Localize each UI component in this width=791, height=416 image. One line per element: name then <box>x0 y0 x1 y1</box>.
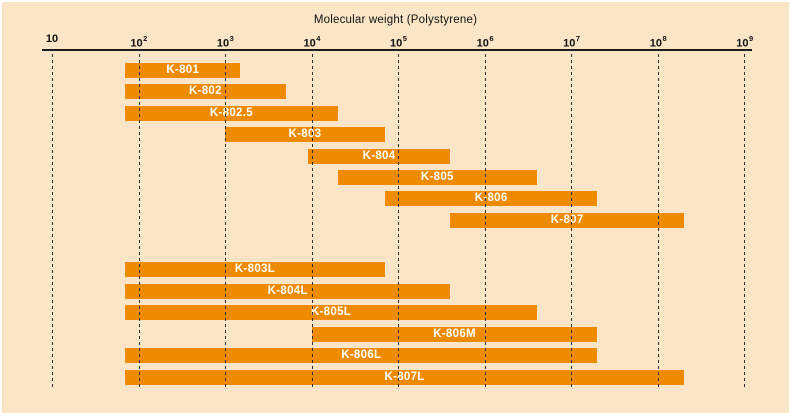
tick-label-10e3: 103 <box>216 34 234 50</box>
gridline-10e9 <box>744 54 746 388</box>
bar-label: K-804L <box>267 284 308 297</box>
bar-label: K-806L <box>341 349 382 361</box>
tick-label-10e5: 105 <box>390 34 407 50</box>
bar-label: K-804 <box>362 149 396 162</box>
bar-label: K-801 <box>166 64 200 76</box>
tick-label-10e2: 102 <box>130 34 148 50</box>
bar-label: K-802.5 <box>209 106 253 119</box>
bar-label: K-806 <box>474 192 508 205</box>
tick-label-10e1: 10 <box>45 33 59 45</box>
tick-label-10e6: 106 <box>476 34 494 50</box>
x-axis-line <box>42 49 752 51</box>
bar-label: K-807L <box>384 370 425 383</box>
tick-label-10e9: 109 <box>736 34 754 50</box>
gridline-10e5 <box>398 54 400 388</box>
tick-label-10e4: 104 <box>303 34 321 50</box>
range-bar-K-807L: K-807L <box>125 369 684 385</box>
bar-label: K-803 <box>288 128 322 141</box>
gridline-10e6 <box>484 54 486 388</box>
range-bar-K-803: K-803 <box>225 127 385 143</box>
chart-title: Molecular weight (Polystyrene) <box>313 14 478 26</box>
range-bar-K-806M: K-806M <box>311 326 598 342</box>
range-bar-K-804L: K-804L <box>125 283 451 299</box>
range-bar-K-806L: K-806L <box>125 348 598 363</box>
range-bar-K-801: K-801 <box>125 63 241 78</box>
gridline-10e1 <box>52 54 53 388</box>
range-bar-K-802: K-802 <box>125 84 286 100</box>
gridline-10e4 <box>311 54 313 388</box>
range-bar-K-803L: K-803L <box>125 262 385 277</box>
bar-label: K-806M <box>433 327 476 340</box>
bar-label: K-807 <box>550 213 584 226</box>
bar-label: K-802 <box>188 85 222 98</box>
range-bar-K-806: K-806 <box>384 191 598 207</box>
bar-label: K-803L <box>234 263 276 275</box>
gridline-10e2 <box>138 54 140 388</box>
bar-label: K-805 <box>420 171 454 183</box>
range-bar-K-805L: K-805L <box>125 305 537 320</box>
gridline-10e3 <box>225 54 227 388</box>
gridline-10e8 <box>657 54 659 388</box>
range-bar-K-804: K-804 <box>307 148 451 164</box>
range-bar-K-807: K-807 <box>450 212 684 228</box>
range-bar-K-805: K-805 <box>337 170 537 185</box>
bar-label: K-805L <box>310 306 352 318</box>
gridline-10e7 <box>571 54 573 388</box>
tick-label-10e8: 108 <box>649 34 667 50</box>
tick-label-10e7: 107 <box>563 34 581 50</box>
range-bar-K-802.5: K-802.5 <box>125 105 338 121</box>
